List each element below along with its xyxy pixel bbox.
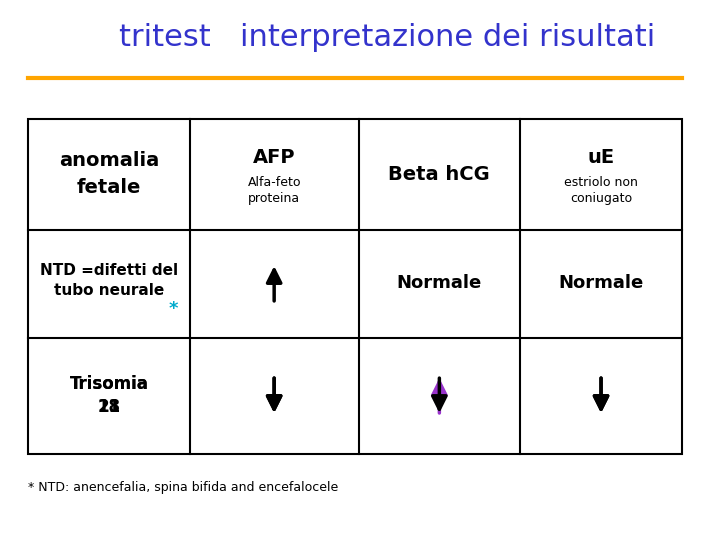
Text: AFP: AFP	[253, 148, 295, 167]
Text: *: *	[169, 300, 179, 319]
Text: anomalia
fetale: anomalia fetale	[59, 151, 159, 197]
Text: tritest   interpretazione dei risultati: tritest interpretazione dei risultati	[119, 23, 654, 52]
Text: Trisomia
21: Trisomia 21	[70, 375, 148, 416]
Text: Normale: Normale	[397, 274, 482, 293]
Text: Trisomia
18: Trisomia 18	[70, 375, 148, 416]
Bar	[28, 119, 682, 454]
Text: uE: uE	[588, 148, 615, 167]
Text: Normale: Normale	[559, 274, 644, 293]
Text: estriolo non
coniugato: estriolo non coniugato	[564, 176, 638, 205]
Text: NTD =difetti del
tubo neurale: NTD =difetti del tubo neurale	[40, 264, 178, 298]
Text: Beta hCG: Beta hCG	[389, 165, 490, 184]
Text: Alfa-feto
proteina: Alfa-feto proteina	[248, 176, 301, 205]
Text: * NTD: anencefalia, spina bifida and encefalocele: * NTD: anencefalia, spina bifida and enc…	[28, 481, 338, 494]
